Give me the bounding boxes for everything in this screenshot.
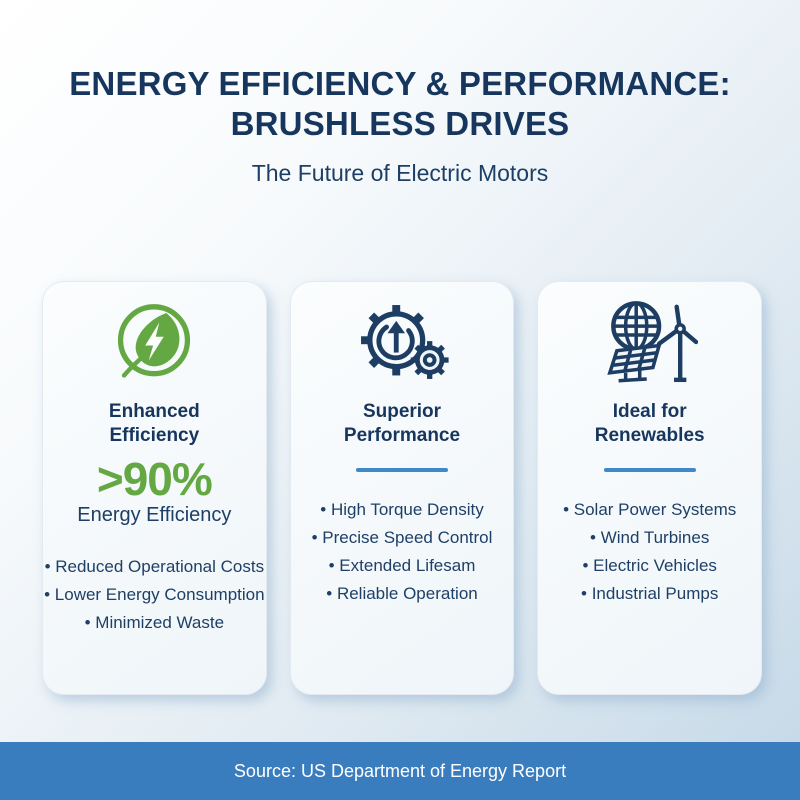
list-item: Reduced Operational Costs (43, 553, 266, 581)
efficiency-stat-label: Energy Efficiency (77, 504, 232, 526)
card-title: Enhanced Efficiency (108, 401, 200, 446)
list-item: Precise Speed Control (291, 524, 514, 552)
list-item: Extended Lifesam (291, 552, 514, 580)
list-item: Industrial Pumps (538, 580, 761, 608)
page-title: ENERGY EFFICIENCY & PERFORMANCE: BRUSHLE… (0, 64, 800, 144)
renewables-icon (538, 298, 761, 388)
title-divider (356, 468, 448, 472)
leaf-energy-icon (43, 298, 266, 388)
card-superior-performance: Superior Performance High Torque Density… (289, 281, 515, 695)
header: ENERGY EFFICIENCY & PERFORMANCE: BRUSHLE… (0, 0, 800, 187)
source-text: Source: US Department of Energy Report (233, 760, 567, 781)
gear-performance-icon (291, 298, 514, 388)
list-item: High Torque Density (291, 496, 514, 524)
page-title-line2: BRUSHLESS DRIVES (230, 105, 570, 142)
card-ideal-for-renewables: Ideal for Renewables Solar Power Systems… (537, 281, 763, 695)
list-item: Electric Vehicles (538, 552, 761, 580)
page-title-line1: ENERGY EFFICIENCY & PERFORMANCE: (69, 65, 731, 102)
list-item: Lower Energy Consumption (43, 581, 266, 609)
title-divider (603, 468, 696, 472)
card-title: Superior Performance (343, 401, 461, 446)
card-bullet-list: Reduced Operational Costs Lower Energy C… (43, 553, 266, 637)
card-title: Ideal for Renewables (594, 401, 705, 446)
footer-source-bar: Source: US Department of Energy Report (0, 742, 800, 800)
card-bullet-list: Solar Power Systems Wind Turbines Electr… (538, 496, 761, 608)
list-item: Wind Turbines (538, 524, 761, 552)
list-item: Reliable Operation (291, 580, 514, 608)
page-subtitle: The Future of Electric Motors (251, 160, 549, 186)
list-item: Solar Power Systems (538, 496, 761, 524)
card-bullet-list: High Torque Density Precise Speed Contro… (291, 496, 514, 608)
efficiency-stat-value: >90% (96, 453, 213, 505)
card-enhanced-efficiency: Enhanced Efficiency >90% Energy Efficien… (42, 281, 267, 695)
list-item: Minimized Waste (43, 609, 266, 637)
cards-row: Enhanced Efficiency >90% Energy Efficien… (42, 281, 763, 695)
